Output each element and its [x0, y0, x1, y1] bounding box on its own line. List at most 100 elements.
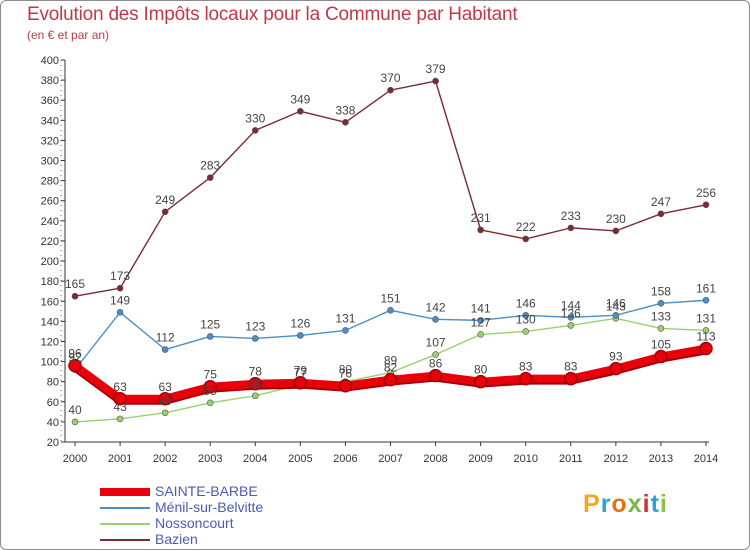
data-point — [387, 86, 394, 94]
y-tick-label: 400 — [41, 55, 59, 67]
series-layer — [68, 77, 713, 426]
data-point — [657, 299, 665, 307]
logo-letter: P — [583, 490, 601, 518]
data-label: 330 — [245, 111, 265, 125]
series-line-Bazien — [74, 80, 707, 297]
data-label: 222 — [516, 220, 536, 234]
data-label: 112 — [156, 331, 175, 345]
logo-letter: o — [611, 490, 628, 518]
data-point — [68, 358, 82, 373]
x-tick-label: 2007 — [378, 453, 402, 465]
data-point — [702, 327, 710, 334]
data-point — [477, 331, 484, 338]
data-label: 142 — [426, 300, 446, 314]
data-point — [342, 327, 349, 334]
data-point — [158, 392, 172, 406]
data-point — [342, 119, 349, 126]
data-point — [71, 418, 79, 426]
data-label: 80 — [339, 363, 353, 377]
data-point — [477, 317, 484, 324]
data-point — [297, 332, 304, 339]
data-label: 96 — [68, 347, 82, 361]
data-label: 79 — [294, 364, 308, 378]
x-tick-label: 2003 — [198, 453, 222, 465]
data-point — [297, 107, 304, 115]
legend-swatch — [100, 488, 150, 496]
data-label: 130 — [516, 312, 536, 326]
data-point — [251, 392, 259, 400]
x-tick-label: 2013 — [649, 453, 673, 465]
data-label: 83 — [519, 360, 533, 374]
data-point — [71, 292, 79, 300]
data-label: 63 — [113, 380, 127, 394]
data-label: 107 — [426, 336, 446, 350]
proxiti-logo: Proxiti — [583, 490, 668, 519]
legend-swatch — [100, 539, 150, 541]
data-label: 133 — [651, 309, 671, 323]
legend-swatch — [100, 523, 150, 525]
data-point — [206, 174, 214, 181]
data-point — [113, 392, 127, 406]
data-label: 141 — [471, 301, 491, 315]
data-label: 165 — [65, 277, 85, 291]
logo-letter: i — [642, 490, 651, 518]
data-point — [338, 378, 353, 393]
data-label: 40 — [68, 403, 82, 417]
data-label: 349 — [290, 92, 310, 106]
line-chart: 20 40 60 80 100 120 140 160 180 200 220 240 260 280 30… — [41, 55, 719, 465]
data-label: 92 — [68, 351, 82, 365]
data-point — [206, 399, 214, 407]
data-label: 144 — [561, 298, 581, 312]
data-point — [609, 361, 623, 376]
data-label: 83 — [564, 360, 578, 374]
data-label: 80 — [474, 363, 488, 377]
x-tick-label: 2014 — [694, 453, 718, 465]
data-label: 379 — [426, 62, 446, 76]
data-point — [161, 208, 169, 216]
data-point — [567, 314, 575, 321]
data-point — [251, 127, 259, 134]
data-point — [432, 316, 439, 323]
x-tick-label: 2008 — [423, 453, 447, 465]
chart-subtitle: (en € et par an) — [27, 28, 110, 42]
x-tick-label: 2005 — [288, 453, 312, 465]
x-tick-label: 2012 — [604, 453, 628, 465]
data-label: 146 — [606, 296, 626, 310]
data-point — [612, 312, 620, 319]
data-point — [522, 235, 530, 243]
data-label: 77 — [294, 366, 308, 380]
chart-title: Evolution des Impôts locaux pour la Comm… — [27, 4, 518, 25]
data-point — [248, 376, 263, 391]
data-label: 66 — [249, 377, 263, 391]
logo-letter: r — [600, 490, 612, 518]
data-point — [203, 379, 217, 394]
data-point — [251, 335, 259, 342]
data-label: 43 — [113, 400, 127, 414]
data-label: 338 — [335, 103, 355, 117]
data-point — [654, 349, 668, 364]
y-tick-label: 360 — [41, 95, 59, 107]
data-label: 93 — [609, 350, 623, 364]
data-point — [612, 227, 620, 235]
data-point — [567, 322, 575, 329]
y-tick-label: 220 — [41, 236, 59, 248]
data-label: 256 — [696, 186, 716, 200]
y-tick-label: 340 — [41, 115, 59, 127]
y-tick-label: 40 — [47, 417, 59, 429]
data-label: 105 — [651, 338, 671, 352]
x-tick-label: 2000 — [63, 453, 87, 465]
data-point — [387, 307, 394, 314]
data-point — [699, 341, 713, 356]
axes: 20 40 60 80 100 120 140 160 180 200 220 240 260 280 30… — [41, 55, 719, 465]
data-label: 126 — [290, 316, 310, 330]
data-label: 230 — [606, 212, 626, 226]
logo-letter: i — [659, 490, 668, 518]
y-tick-label: 240 — [41, 216, 59, 228]
data-label: 149 — [110, 293, 130, 307]
data-point — [522, 312, 530, 319]
data-label: 249 — [155, 193, 175, 207]
y-tick-label: 80 — [47, 377, 59, 389]
y-tick-label: 120 — [41, 336, 59, 348]
data-point — [161, 346, 169, 353]
